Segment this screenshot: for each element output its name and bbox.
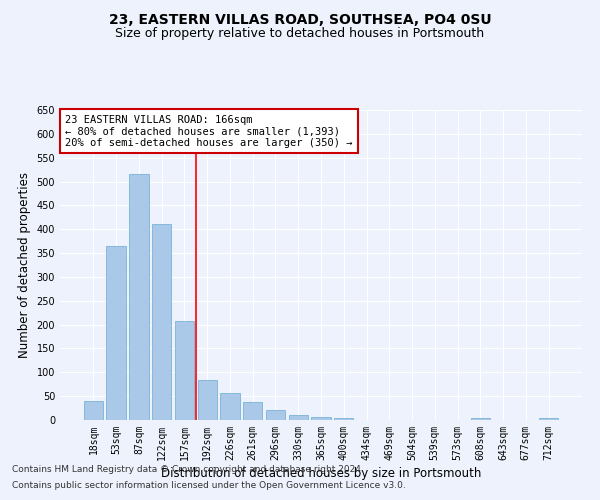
Bar: [539, 418, 558, 420]
Bar: [106, 246, 126, 420]
Bar: [311, 417, 331, 420]
Text: Contains HM Land Registry data © Crown copyright and database right 2024.: Contains HM Land Registry data © Crown c…: [12, 466, 364, 474]
Bar: [152, 224, 172, 420]
Bar: [84, 401, 103, 420]
X-axis label: Distribution of detached houses by size in Portsmouth: Distribution of detached houses by size …: [161, 467, 481, 480]
Bar: [175, 322, 194, 420]
Y-axis label: Number of detached properties: Number of detached properties: [18, 172, 31, 358]
Bar: [129, 174, 149, 420]
Bar: [470, 418, 490, 420]
Bar: [197, 380, 217, 420]
Text: 23, EASTERN VILLAS ROAD, SOUTHSEA, PO4 0SU: 23, EASTERN VILLAS ROAD, SOUTHSEA, PO4 0…: [109, 12, 491, 26]
Text: 23 EASTERN VILLAS ROAD: 166sqm
← 80% of detached houses are smaller (1,393)
20% : 23 EASTERN VILLAS ROAD: 166sqm ← 80% of …: [65, 114, 353, 148]
Bar: [334, 418, 353, 420]
Bar: [266, 410, 285, 420]
Text: Contains public sector information licensed under the Open Government Licence v3: Contains public sector information licen…: [12, 480, 406, 490]
Bar: [243, 402, 262, 420]
Bar: [289, 415, 308, 420]
Text: Size of property relative to detached houses in Portsmouth: Size of property relative to detached ho…: [115, 28, 485, 40]
Bar: [220, 393, 239, 420]
